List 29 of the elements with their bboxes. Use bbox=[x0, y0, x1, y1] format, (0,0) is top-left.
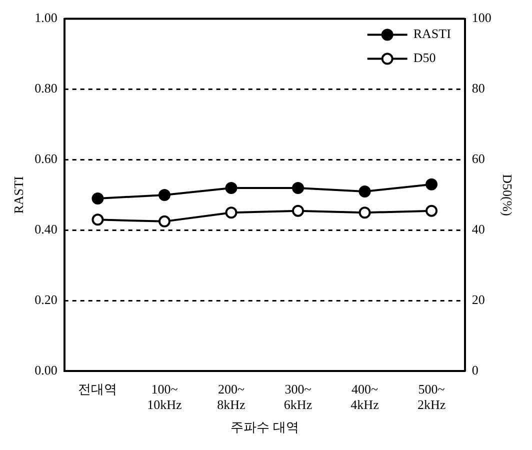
point bbox=[426, 204, 438, 217]
legend-label: RASTI bbox=[413, 26, 451, 42]
y-tick-label: 0.00 bbox=[34, 362, 58, 378]
point bbox=[358, 206, 371, 219]
point bbox=[225, 206, 238, 219]
y-tick-label: 0.20 bbox=[34, 292, 58, 308]
x-tick-label: 300~ 6kHz bbox=[284, 381, 312, 412]
point bbox=[158, 215, 170, 228]
legend-label: D50 bbox=[413, 50, 436, 66]
y-tick-label: 0.40 bbox=[34, 222, 58, 237]
x-axis-title: 주파수 대역 bbox=[230, 420, 299, 435]
y-axis-title: RASTI bbox=[11, 176, 26, 214]
x-tick-label: 100~ 10kHz bbox=[147, 381, 182, 412]
point bbox=[92, 214, 104, 226]
x-tick-label: 200~ 8kHz bbox=[217, 381, 246, 412]
y2-tick-label: 0 bbox=[472, 362, 478, 378]
y2-tick-label: 60 bbox=[472, 151, 485, 166]
y2-tick-label: 100 bbox=[472, 10, 492, 26]
y-tick-label: 0.60 bbox=[34, 151, 58, 166]
y-tick-label: 0.80 bbox=[34, 80, 58, 96]
y2-tick-label: 80 bbox=[472, 80, 485, 96]
point bbox=[292, 204, 304, 217]
y2-axis-title: D50(%) bbox=[500, 174, 515, 216]
x-tick-label: 500~ 2kHz bbox=[417, 381, 446, 412]
y2-tick-label: 40 bbox=[472, 222, 485, 237]
y-tick-label: 1.00 bbox=[34, 10, 58, 26]
x-tick-label: 전대역 bbox=[78, 381, 118, 396]
y2-tick-label: 20 bbox=[472, 292, 485, 308]
x-tick-label: 400~ 4kHz bbox=[350, 381, 380, 412]
